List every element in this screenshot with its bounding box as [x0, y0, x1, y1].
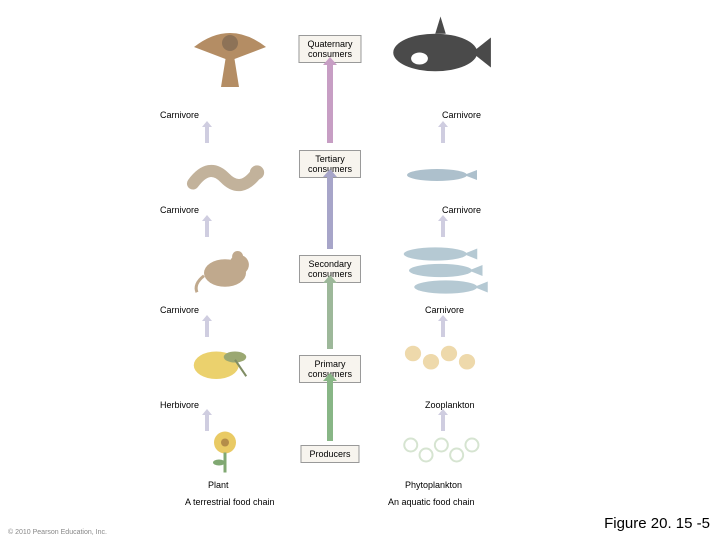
grasshopper-icon — [190, 335, 265, 393]
chain-label-terrestrial: A terrestrial food chain — [185, 497, 275, 507]
arrow-primary-to-secondary — [324, 283, 336, 349]
organism-label-aquatic-tertiary: Carnivore — [442, 205, 481, 215]
organism-label-terrestrial-primary: Herbivore — [160, 400, 199, 410]
organism-label-aquatic-quaternary: Carnivore — [442, 110, 481, 120]
zooplankton-icon — [395, 337, 485, 395]
hawk-icon — [185, 15, 275, 98]
small-arrow-aquatic-tertiary — [438, 221, 448, 237]
phytoplankton-icon — [398, 425, 483, 478]
mouse-icon — [190, 240, 260, 298]
figure-reference: Figure 20. 15 -5 — [604, 515, 710, 532]
organism-label-terrestrial-secondary: Carnivore — [160, 305, 199, 315]
copyright-text: © 2010 Pearson Education, Inc. — [8, 529, 107, 536]
orca-icon — [388, 15, 493, 93]
level-box-producers: Producers — [300, 445, 359, 463]
small-arrow-terrestrial-quaternary — [202, 127, 212, 143]
small-arrow-terrestrial-tertiary — [202, 221, 212, 237]
tuna-icon — [392, 150, 492, 203]
organism-label-terrestrial-producers: Plant — [208, 480, 229, 490]
organism-label-aquatic-primary: Zooplankton — [425, 400, 475, 410]
organism-label-aquatic-producers: Phytoplankton — [405, 480, 462, 490]
snake-icon — [185, 145, 265, 203]
arrow-tertiary-to-quaternary — [324, 65, 336, 143]
chain-label-aquatic: An aquatic food chain — [388, 497, 475, 507]
food-chain-diagram: QuaternaryconsumersTertiaryconsumersSeco… — [130, 5, 530, 515]
organism-label-aquatic-secondary: Carnivore — [425, 305, 464, 315]
arrow-secondary-to-tertiary — [324, 177, 336, 249]
organism-label-terrestrial-tertiary: Carnivore — [160, 205, 199, 215]
arrow-producers-to-primary — [324, 381, 336, 441]
small-arrow-aquatic-secondary — [438, 321, 448, 337]
herring-icon — [388, 243, 493, 301]
small-arrow-aquatic-quaternary — [438, 127, 448, 143]
flower-icon — [195, 425, 255, 478]
organism-label-terrestrial-quaternary: Carnivore — [160, 110, 199, 120]
